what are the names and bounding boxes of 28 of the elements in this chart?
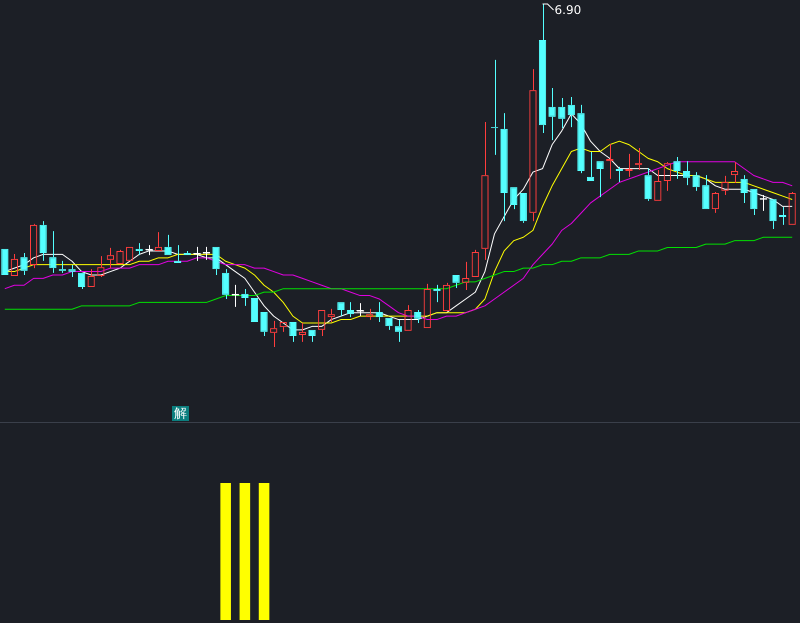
candlestick (692, 172, 700, 192)
candlestick (78, 272, 86, 290)
candlestick (376, 302, 383, 322)
candlestick (68, 264, 76, 278)
candlestick (212, 246, 220, 276)
candlestick (20, 252, 28, 276)
candlestick (500, 112, 508, 222)
candlestick (577, 104, 585, 174)
candlestick (510, 187, 518, 210)
candlestick (538, 4, 546, 134)
annotation: 6.90 (554, 3, 582, 18)
candlestick (289, 322, 296, 342)
candlestick (394, 319, 402, 342)
candlestick (260, 312, 268, 337)
candlestick (40, 220, 47, 262)
candlestick (520, 192, 527, 224)
candlestick (644, 167, 652, 202)
candlestick (346, 302, 354, 318)
candlestick (558, 97, 566, 129)
candlestick (625, 153, 633, 178)
text: 解 (174, 406, 187, 422)
candlestick (586, 151, 594, 181)
candlestick (769, 199, 777, 230)
candlestick (241, 288, 248, 306)
candlestick (750, 188, 758, 216)
candlestick (702, 174, 710, 210)
candlestick (740, 174, 748, 204)
candlestick (222, 268, 230, 300)
